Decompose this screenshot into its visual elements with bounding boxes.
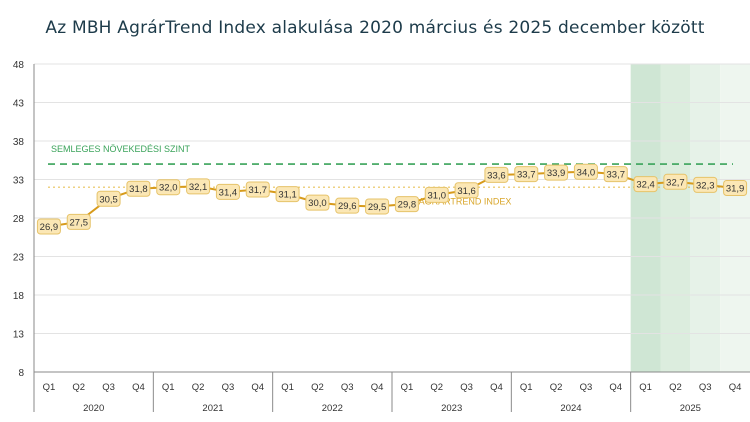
- axes: 8 13 18 23 28 33 38 43 48 Q1 Q2 Q3 Q4 Q1 Q2 Q3 Q4 Q1 Q2 Q3 Q…: [13, 60, 750, 414]
- data-point: [126, 180, 151, 197]
- data-label: 31,7: [249, 185, 268, 196]
- x-tick-label: Q4: [132, 382, 145, 393]
- x-tick-label: Q4: [251, 382, 264, 393]
- year-label: 2023: [441, 403, 462, 414]
- data-point: [96, 190, 121, 207]
- year-label: 2021: [202, 403, 223, 414]
- year-label: 2020: [83, 403, 104, 414]
- data-point: [275, 186, 300, 203]
- y-tick-label: 13: [13, 330, 25, 341]
- data-point: [36, 218, 61, 235]
- x-tick-label: Q2: [669, 382, 682, 393]
- x-tick-label: Q3: [460, 382, 473, 393]
- data-point: [723, 179, 748, 196]
- x-tick-label: Q3: [580, 382, 593, 393]
- y-tick-label: 18: [13, 291, 25, 302]
- y-tick-label: 8: [18, 368, 24, 379]
- chart-title: Az MBH AgrárTrend Index alakulása 2020 m…: [45, 18, 705, 38]
- x-tick-label: Q1: [43, 382, 56, 393]
- data-point: [603, 166, 628, 183]
- data-label: 29,8: [398, 200, 417, 211]
- x-tick-label: Q2: [192, 382, 205, 393]
- data-label: 29,5: [368, 202, 387, 213]
- x-tick-label: Q2: [550, 382, 563, 393]
- data-point: [663, 173, 688, 190]
- x-tick-label: Q1: [520, 382, 533, 393]
- x-tick-label: Q3: [341, 382, 354, 393]
- x-tick-label: Q4: [490, 382, 503, 393]
- data-point: [544, 164, 569, 181]
- data-label: 31,4: [219, 187, 238, 198]
- data-label: 33,7: [517, 170, 536, 181]
- data-label: 33,9: [547, 168, 566, 179]
- data-label: 32,0: [159, 183, 178, 194]
- data-label: 31,1: [278, 190, 297, 201]
- data-point: [156, 179, 181, 196]
- x-tick-label: Q1: [281, 382, 294, 393]
- data-point: [335, 197, 360, 214]
- y-tick-label: 33: [13, 176, 25, 187]
- x-tick-label: Q3: [102, 382, 115, 393]
- data-point: [424, 186, 449, 203]
- data-label: 32,3: [696, 180, 715, 191]
- data-point: [215, 183, 240, 200]
- year-label: 2024: [560, 403, 581, 414]
- data-label: 30,0: [308, 198, 327, 209]
- data-label: 32,1: [189, 182, 208, 193]
- data-label: 27,5: [70, 217, 89, 228]
- y-tick-label: 38: [13, 137, 25, 148]
- x-tick-label: Q4: [371, 382, 384, 393]
- data-label: 32,4: [636, 180, 655, 191]
- x-tick-label: Q2: [72, 382, 85, 393]
- data-label: 31,8: [129, 184, 148, 195]
- x-tick-label: Q1: [162, 382, 175, 393]
- data-point: [633, 176, 658, 193]
- y-tick-label: 28: [13, 214, 25, 225]
- x-tick-label: Q4: [729, 382, 742, 393]
- x-tick-label: Q1: [401, 382, 414, 393]
- data-label: 31,6: [457, 186, 476, 197]
- x-tick-label: Q2: [311, 382, 324, 393]
- data-point: [186, 178, 211, 195]
- y-tick-label: 43: [13, 99, 25, 110]
- data-label: 33,7: [607, 170, 626, 181]
- data-label: 32,7: [666, 177, 685, 188]
- x-tick-label: Q4: [609, 382, 622, 393]
- data-label: 26,9: [40, 222, 59, 233]
- data-labels: 26,9 27,5 30,5 31,8 32,0 32,1 31,4 31,7 31,1 30,0…: [36, 163, 748, 235]
- year-label: 2025: [680, 403, 701, 414]
- data-label: 31,9: [726, 183, 745, 194]
- data-point: [365, 198, 390, 215]
- x-tick-label: Q2: [430, 382, 443, 393]
- data-point: [693, 176, 718, 193]
- data-point: [305, 194, 330, 211]
- data-label: 30,5: [99, 194, 118, 205]
- data-point: [245, 181, 270, 198]
- data-label: 31,0: [428, 190, 447, 201]
- data-point: [573, 163, 598, 180]
- data-point: [454, 182, 479, 199]
- reference-lines: SEMLEGES NÖVEKEDÉSI SZINT: [48, 144, 733, 188]
- x-tick-label: Q3: [699, 382, 712, 393]
- x-tick-label: Q1: [639, 382, 652, 393]
- data-label: 33,6: [487, 170, 506, 181]
- data-point: [66, 213, 91, 230]
- data-label: 29,6: [338, 201, 357, 212]
- y-tick-label: 48: [13, 60, 25, 71]
- data-point: [514, 166, 539, 183]
- data-label: 34,0: [577, 167, 596, 178]
- data-point: [484, 166, 509, 183]
- series-name-label: AGRÁRTREND INDEX: [419, 197, 512, 207]
- x-tick-label: Q3: [222, 382, 235, 393]
- y-tick-label: 23: [13, 253, 25, 264]
- year-label: 2022: [322, 403, 343, 414]
- reference-line-label: SEMLEGES NÖVEKEDÉSI SZINT: [51, 144, 191, 154]
- data-point: [394, 196, 419, 213]
